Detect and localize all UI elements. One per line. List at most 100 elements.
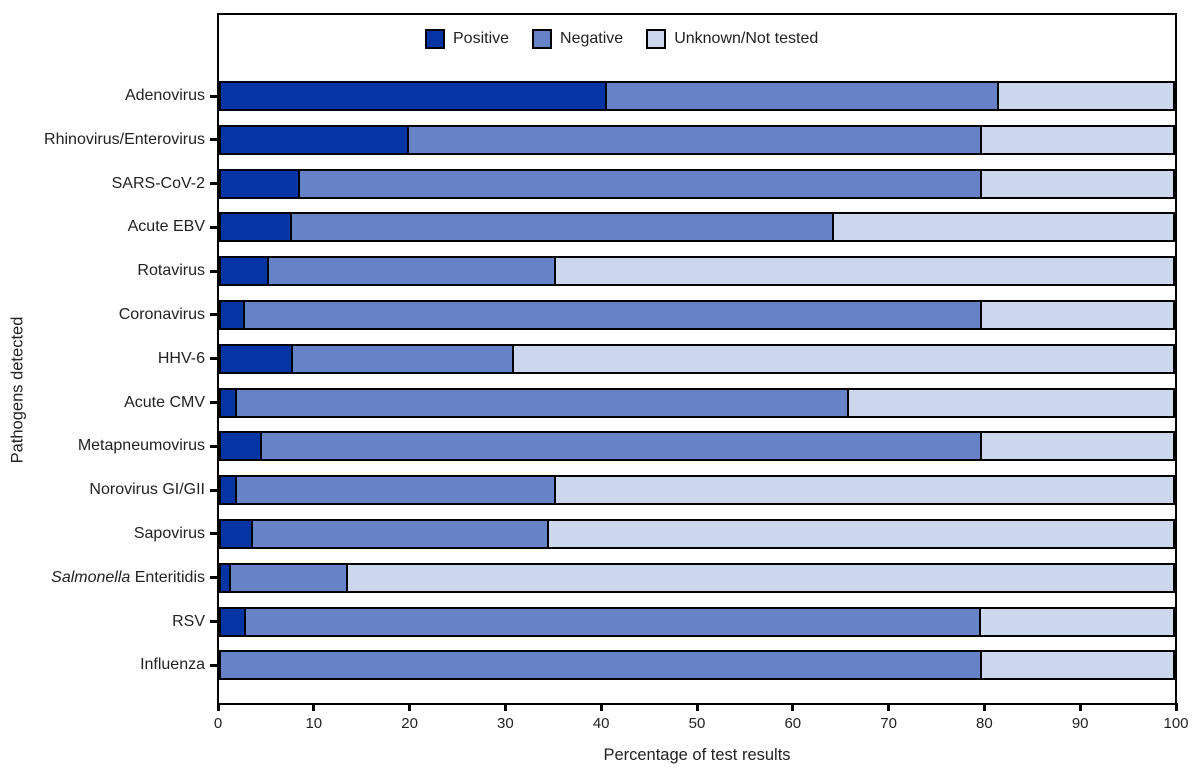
bar-row: Norovirus GI/GII	[89, 469, 1175, 513]
stacked-bar	[219, 212, 1175, 243]
segment-positive	[221, 83, 605, 109]
category-label-text: Acute EBV	[127, 218, 205, 236]
stacked-bar	[219, 475, 1175, 506]
category-label-text: Coronavirus	[118, 305, 205, 323]
segment-unknown	[979, 126, 1173, 153]
category-label-text: SARS-CoV-2	[111, 174, 205, 192]
category-label-text: Sapovirus	[133, 524, 205, 542]
segment-negative	[235, 389, 848, 416]
segment-positive	[221, 389, 236, 416]
stacked-bar	[219, 650, 1175, 681]
y-axis-tick-mark	[210, 94, 219, 98]
x-axis-tick-mark	[1174, 703, 1178, 711]
y-axis-tick-mark	[210, 225, 219, 229]
stacked-bar	[219, 343, 1175, 374]
category-label: Influenza	[140, 650, 205, 680]
category-label-text: Metapneumovirus	[77, 437, 205, 455]
x-axis-tick-mark	[599, 703, 603, 711]
segment-positive	[221, 258, 267, 285]
segment-negative	[251, 520, 547, 547]
plot-area: Positive Negative Unknown/Not tested Ade…	[44, 13, 1189, 732]
stacked-bar	[219, 299, 1175, 330]
y-axis-tick-mark	[210, 357, 219, 361]
category-label: Sapovirus	[134, 519, 205, 549]
x-axis-tick-label: 90	[1071, 715, 1089, 732]
segment-negative	[260, 433, 980, 460]
x-axis-tick-label: 40	[592, 715, 610, 732]
segment-negative	[221, 652, 980, 679]
y-axis-tick-mark	[210, 444, 219, 448]
x-axis-tick-mark	[791, 703, 795, 711]
legend-swatch-icon	[425, 29, 445, 49]
bar-row: HHV-6	[158, 338, 1175, 382]
x-axis-tick-label: 10	[305, 715, 323, 732]
segment-negative	[290, 214, 833, 241]
x-axis-tick: 90	[1058, 703, 1102, 732]
segment-positive	[221, 520, 252, 547]
segment-negative	[242, 301, 980, 328]
segment-negative	[235, 477, 555, 504]
category-label: Metapneumovirus	[78, 431, 205, 461]
category-label: Norovirus GI/GII	[89, 475, 205, 505]
legend-swatch-icon	[532, 29, 553, 49]
x-axis-tick-label: 70	[880, 715, 897, 732]
segment-unknown	[847, 389, 1173, 416]
segment-negative	[406, 126, 980, 153]
bars-container: Adenovirus Rhinovirus/Enterovirus SARS-C…	[44, 75, 1175, 688]
segment-negative	[228, 564, 346, 591]
y-axis-tick-mark	[210, 313, 219, 317]
segment-negative	[298, 170, 980, 197]
segment-unknown	[979, 301, 1173, 328]
category-label-text: Norovirus GI/GII	[89, 481, 205, 499]
segment-unknown	[554, 477, 1173, 504]
legend: Positive Negative Unknown/Not tested	[425, 29, 818, 49]
category-label-text: Adenovirus	[124, 87, 205, 104]
segment-unknown	[546, 520, 1173, 547]
segment-unknown	[979, 652, 1173, 679]
legend-label: Unknown/Not tested	[674, 30, 819, 47]
segment-unknown	[832, 214, 1173, 241]
y-axis-tick-mark	[210, 401, 219, 405]
stacked-bar	[219, 431, 1175, 462]
stacked-bar	[219, 124, 1175, 155]
stacked-bar	[219, 81, 1175, 111]
bar-row: Metapneumovirus	[78, 425, 1175, 469]
segment-unknown	[345, 564, 1173, 591]
segment-positive	[221, 345, 292, 372]
category-label: Acute EBV	[128, 212, 205, 242]
legend-swatch-icon	[646, 29, 667, 49]
y-axis-tick-mark	[210, 138, 219, 142]
stacked-bar	[219, 256, 1175, 287]
y-axis-tick-mark	[210, 182, 219, 186]
y-axis-tick-mark	[210, 576, 219, 580]
x-axis-tick-label: 100	[1163, 715, 1189, 732]
category-label: Acute CMV	[124, 388, 205, 418]
segment-unknown	[979, 170, 1173, 197]
x-axis-tick: 40	[579, 703, 623, 732]
segment-positive	[221, 433, 261, 460]
bar-row: Acute CMV	[124, 382, 1175, 426]
segment-negative	[266, 258, 555, 285]
x-axis-tick: 70	[867, 703, 911, 732]
legend-item: Positive	[425, 29, 509, 49]
category-label: Salmonella Enteritidis	[51, 563, 205, 593]
category-label-text: Rotavirus	[137, 262, 205, 280]
category-label: Coronavirus	[119, 300, 205, 330]
segment-positive	[221, 170, 299, 197]
x-axis-tick-mark	[695, 703, 699, 711]
y-axis-title: Pathogens detected	[8, 316, 27, 464]
x-axis-title: Percentage of test results	[603, 746, 791, 764]
bar-row: Acute EBV	[128, 206, 1175, 250]
bar-row: Rotavirus	[137, 250, 1175, 294]
x-axis-tick-mark	[887, 703, 891, 711]
y-axis-tick-mark	[210, 663, 219, 667]
bar-row: Sapovirus	[134, 513, 1175, 557]
segment-negative	[243, 608, 979, 635]
category-label-text: Influenza	[140, 656, 205, 674]
category-label-text: Acute CMV	[124, 393, 205, 411]
segment-positive	[221, 564, 229, 591]
legend-item: Negative	[532, 29, 623, 49]
x-axis-tick-mark	[503, 703, 507, 711]
x-axis-tick: 30	[483, 703, 527, 732]
